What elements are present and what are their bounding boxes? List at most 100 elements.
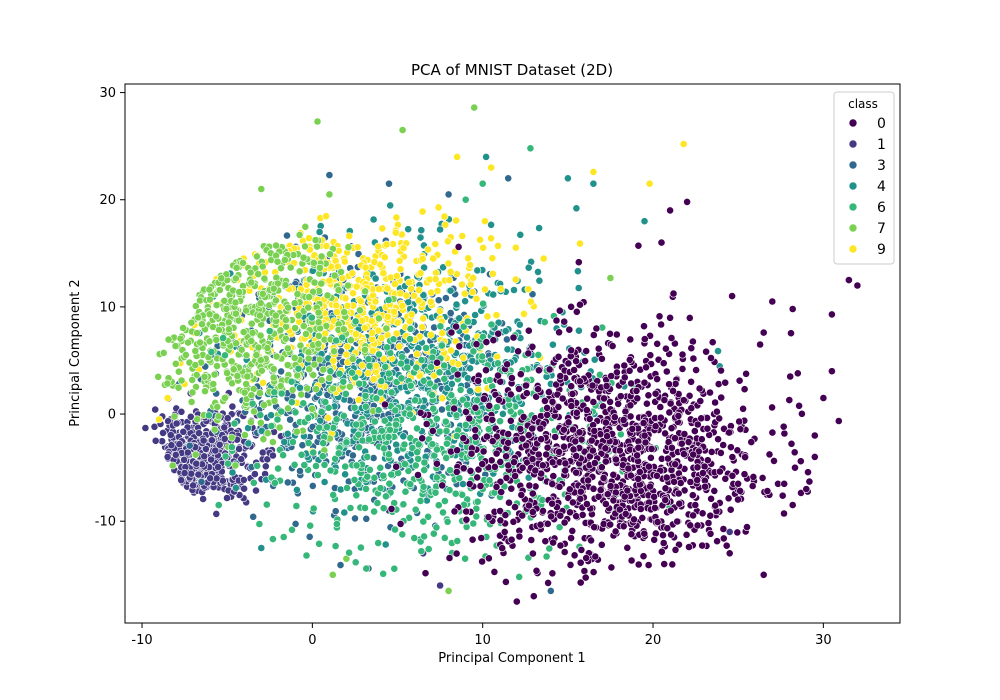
data-point <box>375 350 383 359</box>
data-point <box>580 567 589 575</box>
data-point <box>643 399 651 408</box>
data-point <box>292 502 301 510</box>
data-point <box>568 389 577 398</box>
data-point <box>845 276 853 284</box>
data-point <box>315 423 324 432</box>
data-point <box>596 486 605 494</box>
data-point <box>810 431 819 440</box>
data-point <box>478 179 487 188</box>
data-point <box>644 561 653 569</box>
data-point <box>441 417 450 426</box>
data-point <box>393 318 402 327</box>
data-point <box>576 578 585 587</box>
data-point <box>200 452 209 461</box>
data-point <box>739 404 747 413</box>
data-point <box>309 371 318 379</box>
data-point <box>626 401 635 410</box>
data-point <box>668 560 677 569</box>
data-point <box>574 258 583 267</box>
data-point <box>665 408 674 417</box>
data-point <box>504 430 513 438</box>
data-point <box>175 440 184 449</box>
data-point <box>669 387 677 395</box>
data-point <box>549 340 557 349</box>
data-point <box>671 339 679 348</box>
y-tick-label: 0 <box>108 408 116 423</box>
data-point <box>711 398 719 407</box>
data-point <box>326 250 334 259</box>
data-point <box>369 454 378 462</box>
data-point <box>305 234 313 243</box>
data-point <box>284 303 293 312</box>
data-point <box>583 500 591 508</box>
data-point <box>418 254 427 263</box>
data-point <box>210 370 219 379</box>
data-point <box>647 444 656 453</box>
data-point <box>252 351 261 359</box>
data-point <box>413 350 421 358</box>
data-point <box>257 366 266 375</box>
data-point <box>451 489 460 498</box>
data-point <box>479 243 487 252</box>
data-point <box>414 296 423 305</box>
data-point <box>819 394 828 402</box>
data-point <box>209 380 218 388</box>
data-point <box>286 263 295 272</box>
data-point <box>287 377 296 386</box>
data-point <box>374 242 383 251</box>
data-point <box>535 276 544 285</box>
data-point <box>664 438 673 446</box>
data-point <box>390 307 399 316</box>
legend-label: 9 <box>877 242 886 258</box>
data-point <box>514 347 522 356</box>
data-point <box>419 517 428 526</box>
data-point <box>515 320 524 329</box>
data-point <box>487 234 495 243</box>
data-point <box>455 342 464 351</box>
data-point <box>459 322 468 331</box>
data-point <box>351 558 360 567</box>
data-point <box>432 414 441 423</box>
data-point <box>277 407 286 416</box>
data-point <box>351 514 359 523</box>
data-point <box>452 411 461 420</box>
data-point <box>191 361 200 369</box>
data-point <box>440 361 449 370</box>
data-point <box>674 489 683 498</box>
data-point <box>247 278 256 287</box>
data-point <box>498 544 507 553</box>
data-point <box>192 382 200 391</box>
data-point <box>339 411 348 420</box>
data-point <box>653 339 662 348</box>
data-point <box>674 411 683 420</box>
data-point <box>288 525 296 534</box>
data-point <box>680 450 688 458</box>
data-point <box>565 325 574 334</box>
data-point <box>647 453 655 462</box>
data-point <box>283 361 292 369</box>
data-point <box>528 342 537 351</box>
data-point <box>474 385 483 394</box>
data-point <box>489 336 498 345</box>
data-point <box>671 434 679 443</box>
data-point <box>183 448 192 457</box>
data-point <box>574 267 582 276</box>
data-point <box>223 414 232 423</box>
data-point <box>554 352 563 361</box>
data-point <box>348 368 356 377</box>
data-point <box>565 485 574 494</box>
data-point <box>532 566 541 575</box>
data-point <box>383 284 392 293</box>
data-point <box>292 485 301 494</box>
data-point <box>711 501 720 510</box>
data-point <box>313 471 322 479</box>
data-point <box>193 329 201 337</box>
data-point <box>522 441 530 450</box>
data-point <box>576 494 585 503</box>
data-point <box>661 496 670 504</box>
data-point <box>793 369 802 378</box>
data-point <box>501 578 510 586</box>
data-point <box>671 460 680 469</box>
data-point <box>494 371 502 380</box>
data-point <box>322 212 330 221</box>
